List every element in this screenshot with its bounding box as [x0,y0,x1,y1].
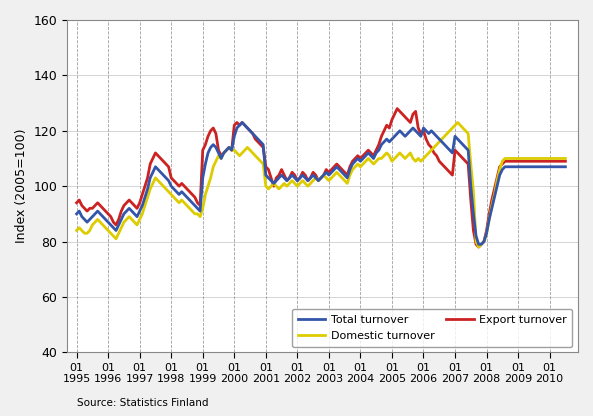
Domestic turnover [91,220,98,225]
Total turnover [470,211,477,216]
Domestic turnover [394,153,401,158]
Total turnover [312,176,319,181]
Domestic turnover [470,189,477,194]
Export turnover [91,203,98,208]
Export turnover [310,170,317,175]
Domestic turnover [478,242,485,247]
Export turnover [73,200,80,205]
Export turnover [178,181,185,186]
Export turnover [478,242,485,247]
Total turnover [562,164,569,169]
Export turnover [562,159,569,164]
Line: Domestic turnover: Domestic turnover [76,122,565,247]
Export turnover [394,106,401,111]
Y-axis label: Index (2005=100): Index (2005=100) [15,129,28,243]
Domestic turnover [73,228,80,233]
Total turnover [73,211,80,216]
Total turnover [475,242,482,247]
Domestic turnover [178,198,185,203]
Line: Export turnover: Export turnover [76,109,565,247]
Total turnover [238,120,246,125]
Total turnover [396,128,403,133]
Domestic turnover [310,178,317,183]
Domestic turnover [454,120,461,125]
Domestic turnover [562,156,569,161]
Total turnover [178,189,185,194]
Export turnover [475,245,482,250]
Line: Total turnover: Total turnover [76,122,565,244]
Text: Source: Statistics Finland: Source: Statistics Finland [77,398,209,408]
Export turnover [470,228,477,233]
Total turnover [91,211,98,216]
Total turnover [478,242,485,247]
Domestic turnover [475,245,482,250]
Export turnover [396,109,403,114]
Legend: Total turnover, Domestic turnover, Export turnover: Total turnover, Domestic turnover, Expor… [292,309,572,347]
